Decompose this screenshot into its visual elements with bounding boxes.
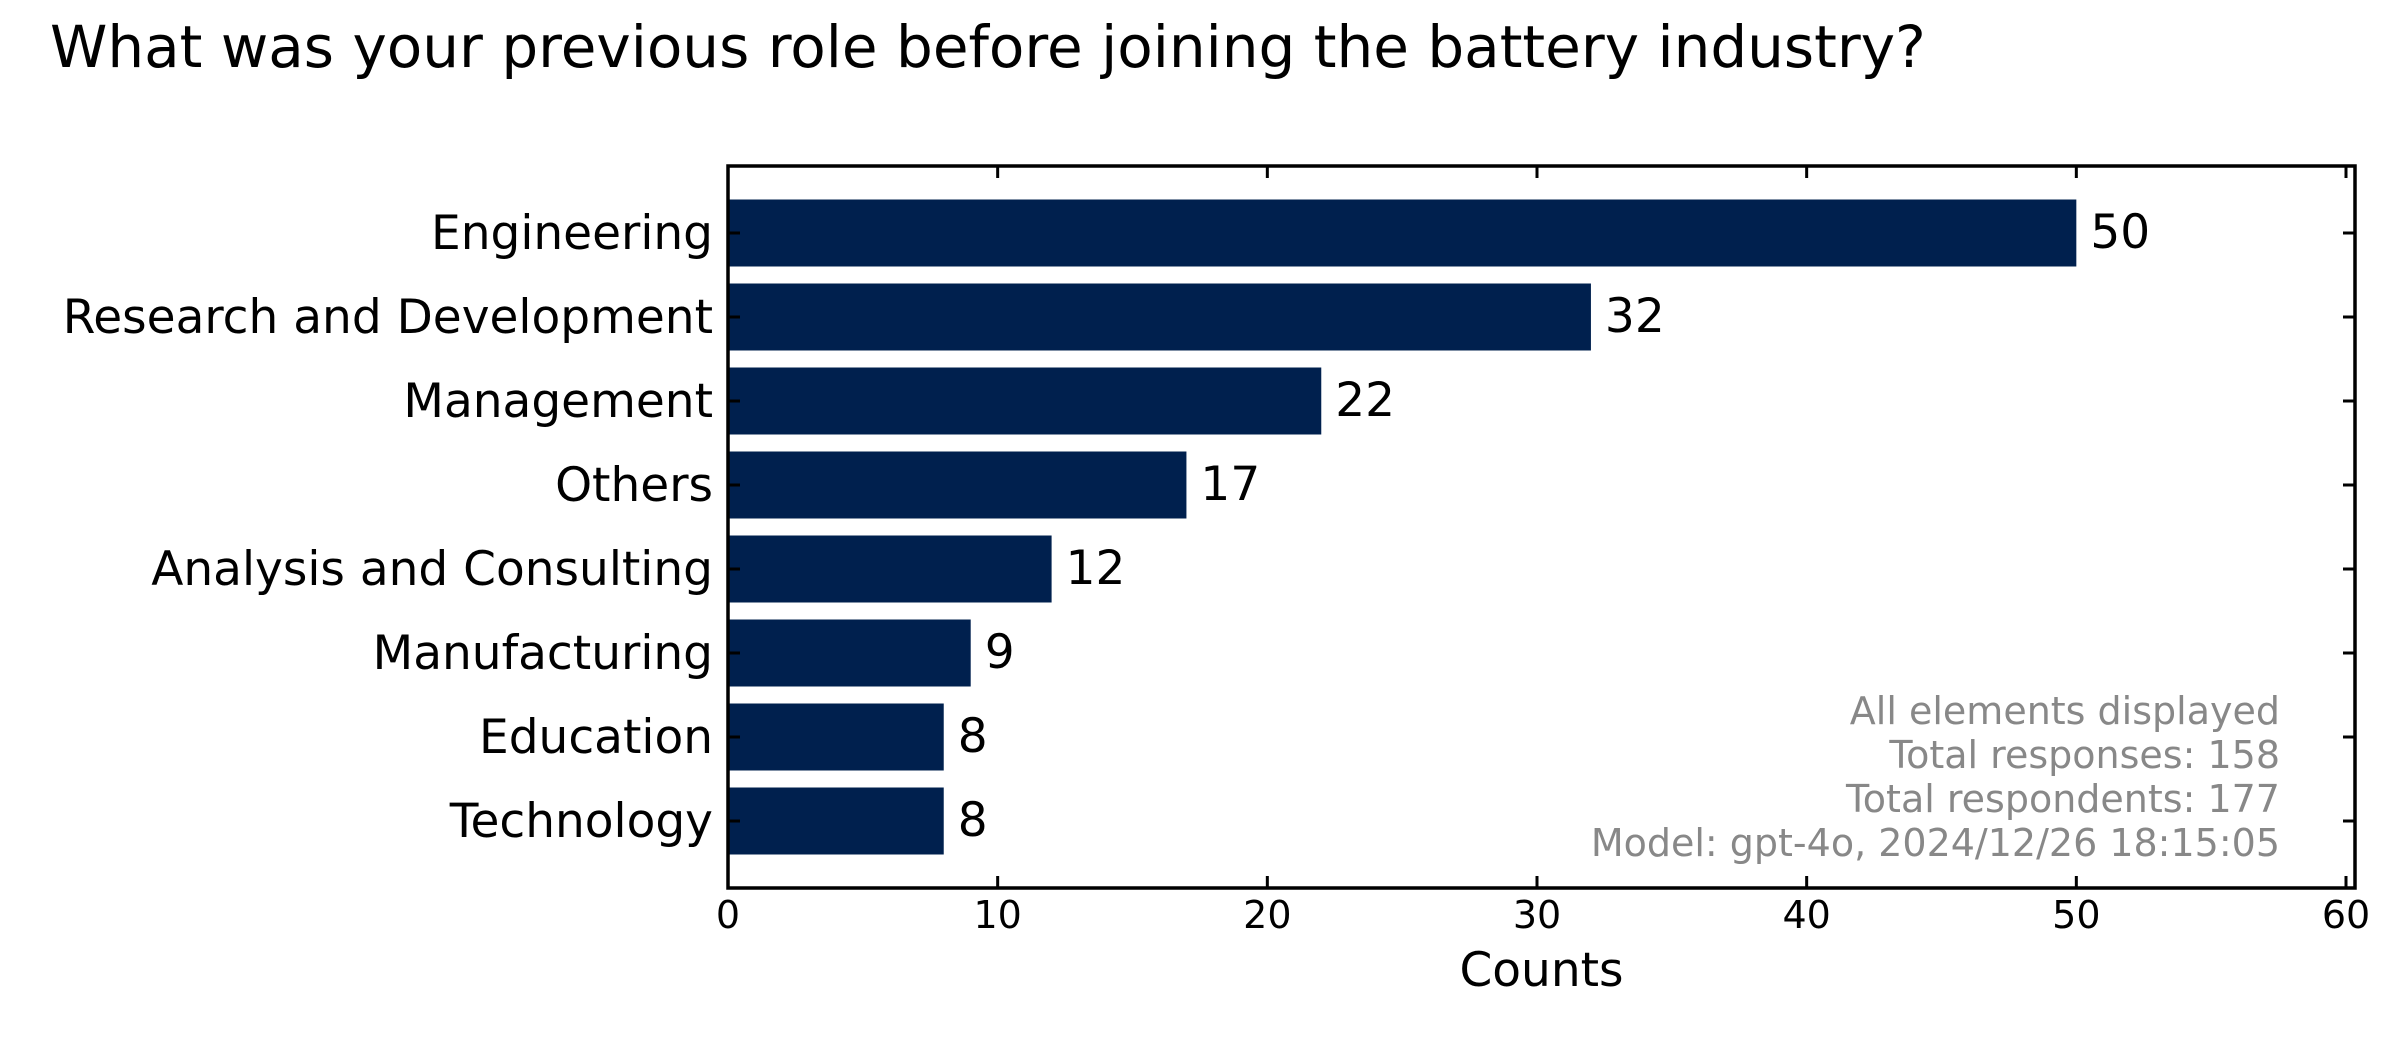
- bar: [728, 451, 1187, 519]
- x-tick-label: 60: [2322, 893, 2370, 937]
- bar: [728, 367, 1322, 435]
- bar: [728, 703, 944, 771]
- value-labels-group: 50 32 22 17 12 9 8 8: [958, 205, 2150, 848]
- value-label: 50: [2090, 205, 2150, 260]
- value-label: 17: [1200, 457, 1260, 512]
- value-label: 12: [1066, 541, 1126, 596]
- bars-group: [728, 199, 2077, 855]
- bar: [728, 787, 944, 855]
- annotation-line: Total responses: 158: [1888, 733, 2280, 777]
- annotation-line: Total respondents: 177: [1845, 777, 2280, 821]
- chart-title: What was your previous role before joini…: [50, 13, 1926, 81]
- x-axis-title: Counts: [1459, 943, 1623, 998]
- axis-ticks-group: 0 10 20 30 40 50 60: [716, 166, 2370, 937]
- category-label: Analysis and Consulting: [151, 542, 713, 597]
- annotation-line: All elements displayed: [1850, 689, 2280, 733]
- category-label: Education: [479, 710, 713, 765]
- value-label: 8: [958, 709, 988, 764]
- x-tick-label: 50: [2052, 893, 2100, 937]
- value-label: 8: [958, 793, 988, 848]
- category-label: Technology: [449, 794, 713, 849]
- category-label: Manufacturing: [373, 626, 713, 681]
- x-tick-label: 30: [1513, 893, 1561, 937]
- bar: [728, 199, 2077, 267]
- value-label: 9: [985, 625, 1015, 680]
- annotation-line: Model: gpt-4o, 2024/12/26 18:15:05: [1591, 821, 2280, 865]
- x-tick-label: 20: [1243, 893, 1291, 937]
- category-labels-group: Engineering Research and Development Manag…: [63, 206, 713, 849]
- bar: [728, 619, 971, 687]
- category-label: Management: [403, 374, 713, 429]
- category-label: Engineering: [431, 206, 713, 261]
- x-tick-label: 0: [716, 893, 740, 937]
- category-label: Research and Development: [63, 290, 713, 345]
- bar: [728, 283, 1591, 351]
- x-tick-label: 40: [1782, 893, 1830, 937]
- plot-frame: [726, 164, 2357, 890]
- category-label: Others: [555, 458, 713, 513]
- x-tick-label: 10: [973, 893, 1021, 937]
- value-label: 22: [1335, 373, 1395, 428]
- value-label: 32: [1605, 289, 1665, 344]
- bar: [728, 535, 1052, 603]
